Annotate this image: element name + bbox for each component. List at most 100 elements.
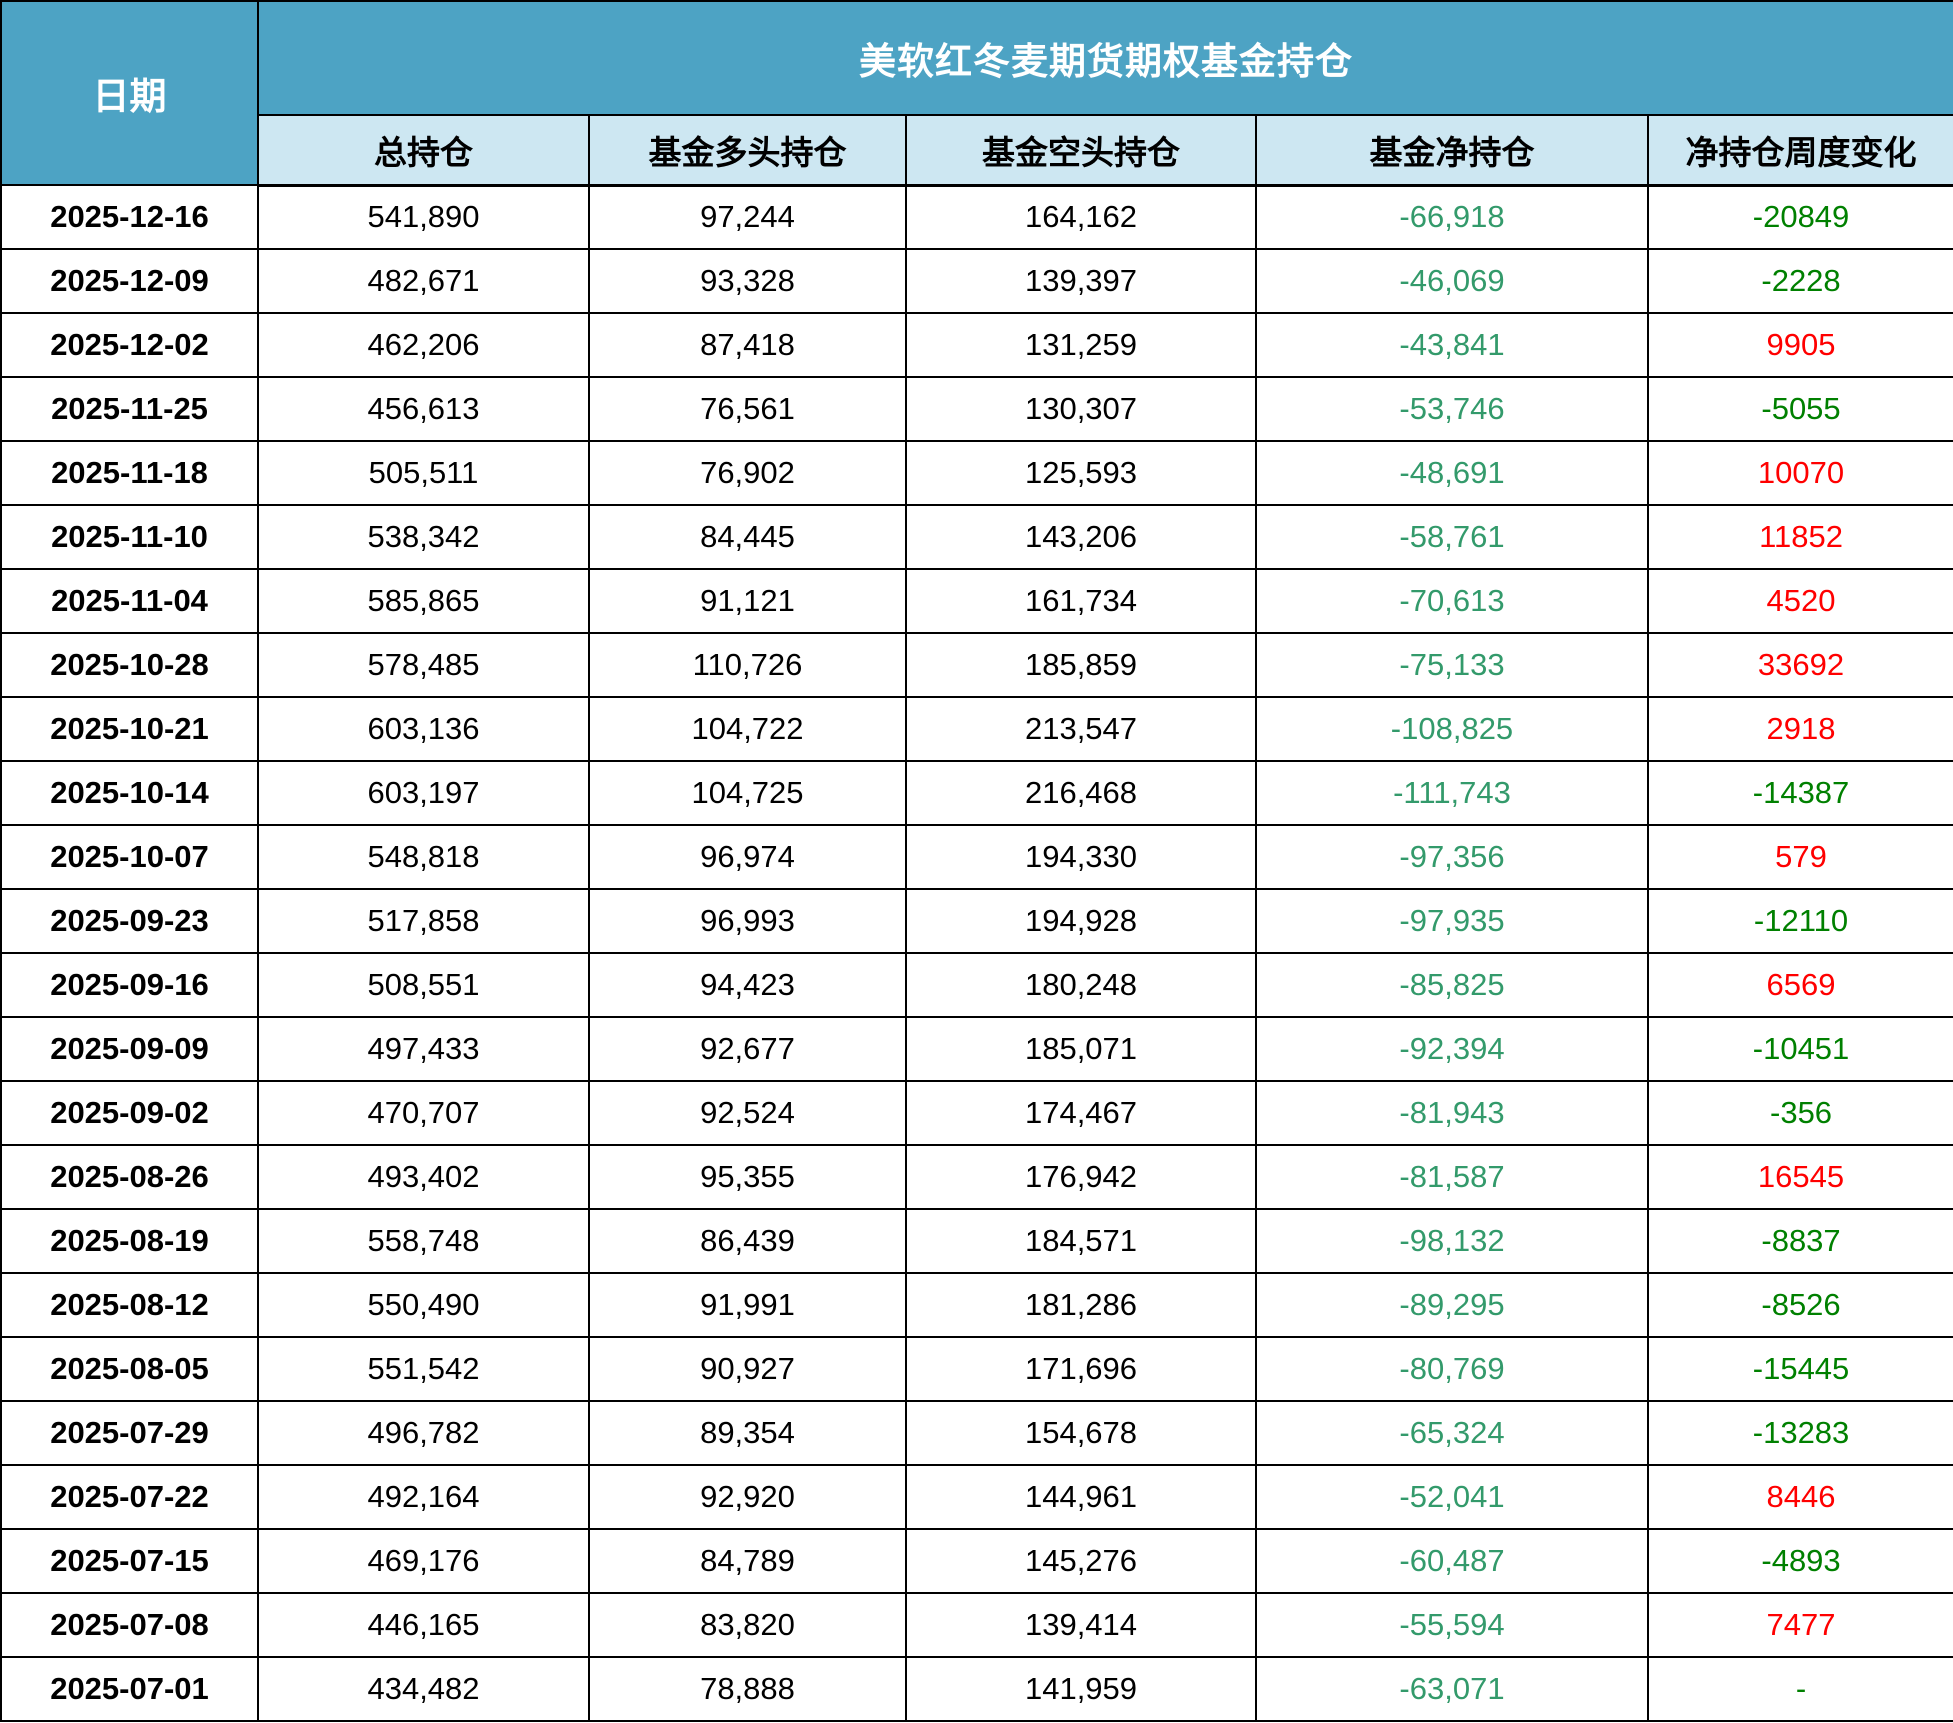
total-oi-cell: 558,748	[257, 1208, 590, 1274]
fund-short-cell: 154,678	[905, 1400, 1257, 1466]
fund-net-cell: -66,918	[1255, 184, 1649, 250]
weekly-change-cell: -5055	[1646, 376, 1953, 442]
fund-short-cell: 174,467	[905, 1080, 1257, 1146]
weekly-change-cell: -	[1646, 1656, 1953, 1722]
total-oi-cell: 492,164	[257, 1464, 590, 1530]
column-header-weekly-change: 净持仓周度变化	[1646, 114, 1953, 187]
table-row: 2025-09-02 470,707 92,524 174,467 -81,943 -35…	[0, 1080, 1953, 1146]
table-row: 2025-10-28 578,485 110,726 185,859 -75,133 33…	[0, 632, 1953, 698]
fund-net-cell: -53,746	[1255, 376, 1649, 442]
fund-short-cell: 213,547	[905, 696, 1257, 762]
fund-net-cell: -60,487	[1255, 1528, 1649, 1594]
date-column-header: 日期	[0, 0, 259, 186]
fund-long-cell: 96,993	[588, 888, 907, 954]
fund-long-cell: 84,445	[588, 504, 907, 570]
fund-long-cell: 94,423	[588, 952, 907, 1018]
fund-short-cell: 164,162	[905, 184, 1257, 250]
table-row: 2025-10-07 548,818 96,974 194,330 -97,356 579	[0, 824, 1953, 890]
table-row: 2025-11-18 505,511 76,902 125,593 -48,691 100…	[0, 440, 1953, 506]
table-row: 2025-11-04 585,865 91,121 161,734 -70,613 452…	[0, 568, 1953, 634]
total-oi-cell: 538,342	[257, 504, 590, 570]
fund-short-cell: 184,571	[905, 1208, 1257, 1274]
date-cell: 2025-09-23	[0, 888, 259, 954]
date-cell: 2025-10-21	[0, 696, 259, 762]
total-oi-cell: 550,490	[257, 1272, 590, 1338]
weekly-change-cell: -14387	[1646, 760, 1953, 826]
date-cell: 2025-10-07	[0, 824, 259, 890]
total-oi-cell: 493,402	[257, 1144, 590, 1210]
date-cell: 2025-10-14	[0, 760, 259, 826]
fund-long-cell: 76,561	[588, 376, 907, 442]
weekly-change-cell: -10451	[1646, 1016, 1953, 1082]
date-cell: 2025-07-01	[0, 1656, 259, 1722]
weekly-change-cell: -2228	[1646, 248, 1953, 314]
weekly-change-cell: -12110	[1646, 888, 1953, 954]
total-oi-cell: 470,707	[257, 1080, 590, 1146]
fund-short-cell: 131,259	[905, 312, 1257, 378]
column-header-fund-net: 基金净持仓	[1255, 114, 1649, 187]
table-row: 2025-07-15 469,176 84,789 145,276 -60,487 -48…	[0, 1528, 1953, 1594]
subheader-row: 总持仓 基金多头持仓 基金空头持仓 基金净持仓 净持仓周度变化	[1, 114, 1953, 187]
date-cell: 2025-07-22	[0, 1464, 259, 1530]
fund-net-cell: -111,743	[1255, 760, 1649, 826]
fund-net-cell: -97,356	[1255, 824, 1649, 890]
fund-long-cell: 93,328	[588, 248, 907, 314]
fund-net-cell: -52,041	[1255, 1464, 1649, 1530]
fund-short-cell: 176,942	[905, 1144, 1257, 1210]
fund-long-cell: 86,439	[588, 1208, 907, 1274]
date-cell: 2025-12-02	[0, 312, 259, 378]
fund-short-cell: 185,859	[905, 632, 1257, 698]
weekly-change-cell: 10070	[1646, 440, 1953, 506]
fund-short-cell: 185,071	[905, 1016, 1257, 1082]
fund-net-cell: -97,935	[1255, 888, 1649, 954]
fund-short-cell: 125,593	[905, 440, 1257, 506]
date-cell: 2025-11-10	[0, 504, 259, 570]
weekly-change-cell: 6569	[1646, 952, 1953, 1018]
weekly-change-cell: 2918	[1646, 696, 1953, 762]
total-oi-cell: 551,542	[257, 1336, 590, 1402]
date-cell: 2025-07-29	[0, 1400, 259, 1466]
fund-net-cell: -81,587	[1255, 1144, 1649, 1210]
table-row: 2025-09-16 508,551 94,423 180,248 -85,825 656…	[0, 952, 1953, 1018]
total-oi-cell: 603,136	[257, 696, 590, 762]
date-cell: 2025-08-12	[0, 1272, 259, 1338]
weekly-change-cell: 33692	[1646, 632, 1953, 698]
fund-long-cell: 91,991	[588, 1272, 907, 1338]
fund-net-cell: -65,324	[1255, 1400, 1649, 1466]
fund-long-cell: 89,354	[588, 1400, 907, 1466]
total-oi-cell: 603,197	[257, 760, 590, 826]
fund-net-cell: -89,295	[1255, 1272, 1649, 1338]
fund-net-cell: -63,071	[1255, 1656, 1649, 1722]
fund-net-cell: -108,825	[1255, 696, 1649, 762]
total-oi-cell: 496,782	[257, 1400, 590, 1466]
fund-short-cell: 180,248	[905, 952, 1257, 1018]
fund-long-cell: 92,677	[588, 1016, 907, 1082]
fund-short-cell: 171,696	[905, 1336, 1257, 1402]
fund-net-cell: -43,841	[1255, 312, 1649, 378]
date-cell: 2025-08-19	[0, 1208, 259, 1274]
table-row: 2025-10-14 603,197 104,725 216,468 -111,743-…	[0, 760, 1953, 826]
total-oi-cell: 508,551	[257, 952, 590, 1018]
table-row: 2025-12-02 462,206 87,418 131,259 -43,841 990…	[0, 312, 1953, 378]
table-row: 2025-08-26 493,402 95,355 176,942 -81,587 165…	[0, 1144, 1953, 1210]
fund-net-cell: -55,594	[1255, 1592, 1649, 1658]
fund-net-cell: -48,691	[1255, 440, 1649, 506]
fund-long-cell: 76,902	[588, 440, 907, 506]
total-oi-cell: 456,613	[257, 376, 590, 442]
column-header-fund-long: 基金多头持仓	[588, 114, 907, 187]
weekly-change-cell: -13283	[1646, 1400, 1953, 1466]
fund-net-cell: -98,132	[1255, 1208, 1649, 1274]
total-oi-cell: 585,865	[257, 568, 590, 634]
fund-net-cell: -80,769	[1255, 1336, 1649, 1402]
fund-long-cell: 90,927	[588, 1336, 907, 1402]
fund-long-cell: 97,244	[588, 184, 907, 250]
fund-net-cell: -70,613	[1255, 568, 1649, 634]
fund-net-cell: -75,133	[1255, 632, 1649, 698]
total-oi-cell: 548,818	[257, 824, 590, 890]
table-row: 2025-07-01 434,482 78,888 141,959 -63,071-	[0, 1656, 1953, 1722]
weekly-change-cell: -8526	[1646, 1272, 1953, 1338]
date-cell: 2025-12-16	[0, 184, 259, 250]
total-oi-cell: 462,206	[257, 312, 590, 378]
fund-short-cell: 139,414	[905, 1592, 1257, 1658]
